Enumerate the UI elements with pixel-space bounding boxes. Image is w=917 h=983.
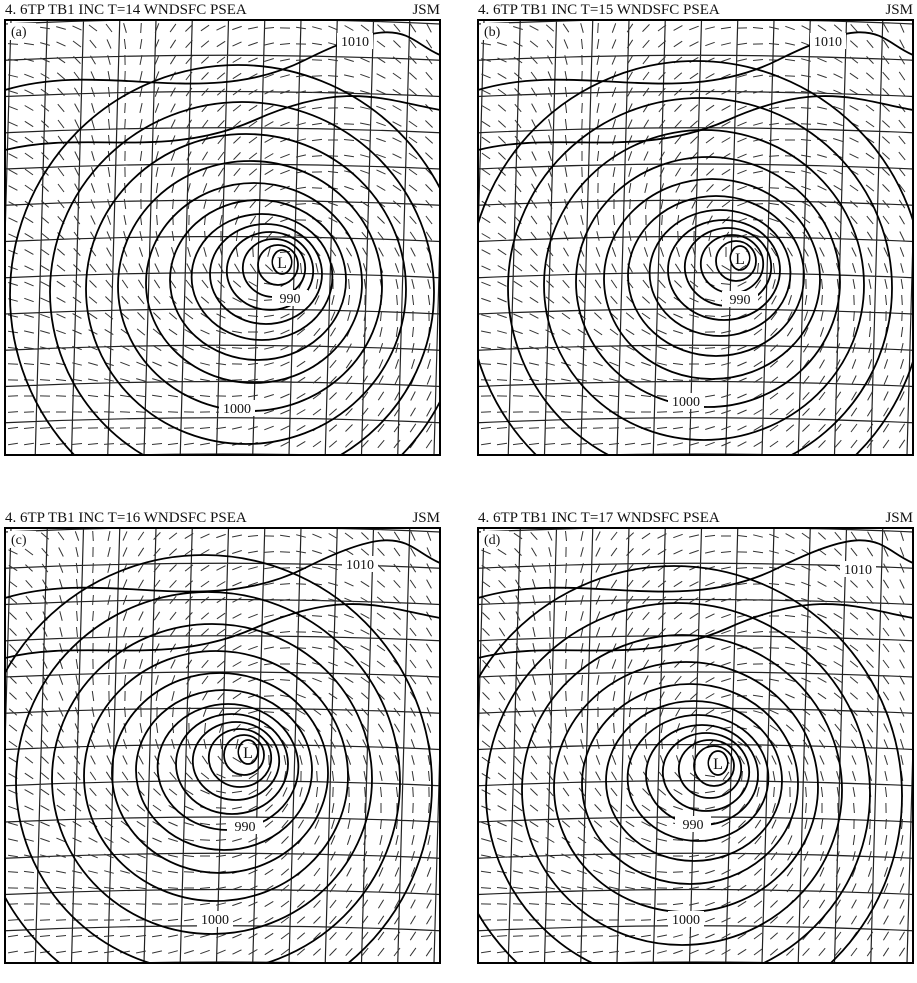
contour-label: 990 <box>235 820 256 835</box>
contour-label: 1010 <box>341 35 369 50</box>
grid <box>0 19 446 459</box>
panel-header: 4. 6TP TB1 INC T=15 WNDSFC PSEA <box>478 2 720 18</box>
contour-label: 1000 <box>201 913 229 928</box>
low-label: L <box>277 255 287 272</box>
panel-source: JSM <box>412 510 440 526</box>
panel-label: (a) <box>11 25 27 40</box>
map-panel: 4. 6TP TB1 INC T=15 WNDSFC PSEA JSM (b) L 10… <box>468 2 917 521</box>
isobar <box>5 32 440 90</box>
low-label: L <box>713 756 723 773</box>
isobar <box>52 624 372 934</box>
contour-label: 990 <box>280 292 301 307</box>
panel-source: JSM <box>885 2 913 18</box>
contour-label: 990 <box>730 293 751 308</box>
map-panel: 4. 6TP TB1 INC T=14 WNDSFC PSEA JSM (a) L 10… <box>0 2 466 525</box>
panel-label: (d) <box>484 533 501 548</box>
panel-header: 4. 6TP TB1 INC T=17 WNDSFC PSEA <box>478 510 720 526</box>
map-panel: 4. 6TP TB1 INC T=16 WNDSFC PSEA JSM (c) L 10… <box>0 510 446 983</box>
grid <box>472 527 917 967</box>
contour-label: 990 <box>683 818 704 833</box>
panel-header: 4. 6TP TB1 INC T=16 WNDSFC PSEA <box>5 510 247 526</box>
map-panel: 4. 6TP TB1 INC T=17 WNDSFC PSEA JSM (d) L 10… <box>446 510 917 983</box>
contour-label: 1010 <box>844 563 872 578</box>
isobar <box>50 102 434 482</box>
panel-header: 4. 6TP TB1 INC T=14 WNDSFC PSEA <box>5 2 247 18</box>
contour-label: 1000 <box>672 913 700 928</box>
contour-label: 1010 <box>346 558 374 573</box>
isobar <box>604 179 820 379</box>
contour-label: 1000 <box>223 402 251 417</box>
panel-source: JSM <box>412 2 440 18</box>
page: {"panels": [ {"header": "4. 6TP TB1 INC … <box>0 0 917 983</box>
map-area <box>468 19 917 521</box>
low-label: L <box>735 251 745 268</box>
low-label: L <box>243 745 253 762</box>
panel-label: (b) <box>484 25 501 40</box>
panel-source: JSM <box>885 510 913 526</box>
contour-label: 1010 <box>814 35 842 50</box>
panel-label: (c) <box>11 533 27 548</box>
figure: 4. 6TP TB1 INC T=14 WNDSFC PSEA JSM (a) L 10… <box>0 0 917 983</box>
isobar <box>86 134 406 444</box>
contour-label: 1000 <box>672 395 700 410</box>
map-area <box>0 19 466 525</box>
